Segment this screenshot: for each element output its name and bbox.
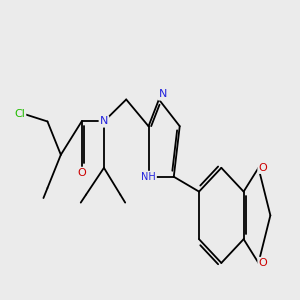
Text: O: O <box>259 258 267 268</box>
Text: O: O <box>259 163 267 173</box>
Text: O: O <box>77 168 86 178</box>
Text: N: N <box>100 116 108 127</box>
Text: Cl: Cl <box>14 109 25 119</box>
Text: NH: NH <box>141 172 156 182</box>
Text: N: N <box>159 89 167 100</box>
